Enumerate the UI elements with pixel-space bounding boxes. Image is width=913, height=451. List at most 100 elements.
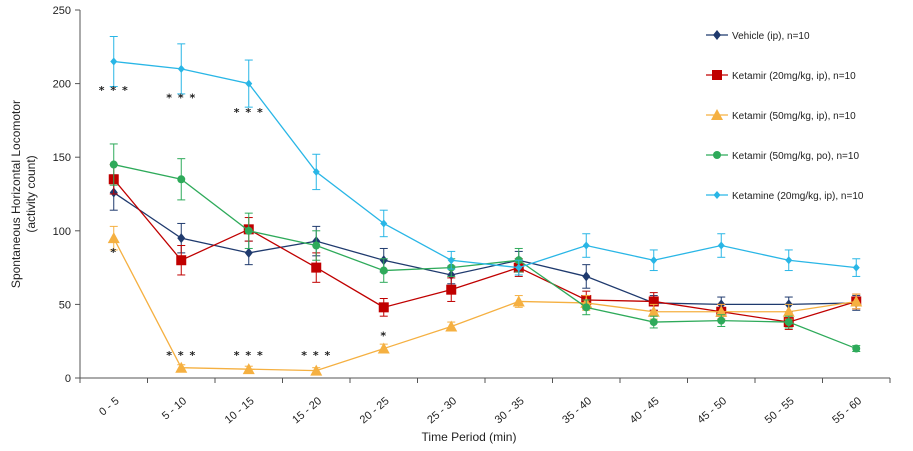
data-point <box>785 256 793 265</box>
data-point <box>311 262 322 273</box>
data-point <box>782 305 795 317</box>
series-line <box>113 60 857 269</box>
significance-marker: * * * <box>234 106 264 119</box>
x-tick-label: 45 - 50 <box>695 395 729 426</box>
legend-label: Ketamir (50mg/kg, po), n=10 <box>732 151 859 162</box>
data-point <box>649 318 658 327</box>
significance-marker: * <box>380 330 387 343</box>
data-point <box>445 320 458 332</box>
y-axis-title-sub: (activity count) <box>24 155 38 232</box>
legend-marker <box>711 109 723 120</box>
legend-label: Ketamir (20mg/kg, ip), n=10 <box>732 71 856 82</box>
x-tick-label: 10 - 15 <box>223 395 257 426</box>
data-point <box>109 160 118 169</box>
data-point <box>852 344 861 353</box>
y-tick-label: 0 <box>65 373 71 385</box>
series-line <box>113 191 857 306</box>
legend-marker <box>713 191 721 199</box>
data-point <box>110 57 118 66</box>
data-point <box>379 266 388 275</box>
data-point <box>177 233 186 244</box>
y-tick-label: 100 <box>53 226 71 238</box>
data-point <box>582 303 591 312</box>
significance-marker: * * * <box>301 349 331 362</box>
data-point <box>377 342 390 354</box>
data-point <box>647 305 660 317</box>
y-tick-label: 50 <box>59 299 71 311</box>
legend-item-4: Ketamir (50mg/kg, po), n=10 <box>706 151 859 162</box>
legend-item-2: Ketamir (20mg/kg, ip), n=10 <box>706 70 856 82</box>
data-point <box>378 302 389 313</box>
data-point <box>176 255 187 266</box>
x-tick-label: 5 - 10 <box>160 395 189 422</box>
significance-annotations: * * * * * * * * * * * * * * * * * * * * <box>99 84 387 362</box>
series-line <box>113 178 857 323</box>
data-point <box>650 256 658 265</box>
legend-label: Ketamine (20mg/kg, ip), n=10 <box>732 191 864 202</box>
significance-marker: * <box>110 246 117 259</box>
x-tick-label: 40 - 45 <box>628 395 662 426</box>
series-4 <box>109 143 861 353</box>
data-point <box>582 271 591 282</box>
x-tick-label: 25 - 30 <box>425 395 459 426</box>
significance-marker: * * * <box>166 349 196 362</box>
legend-marker <box>713 30 721 40</box>
x-tick-label: 50 - 55 <box>763 395 797 426</box>
x-axis-title: Time Period (min) <box>422 430 517 444</box>
x-tick-label: 35 - 40 <box>560 395 594 426</box>
y-axis-title-line2: (activity count) <box>24 155 38 232</box>
data-point <box>380 219 388 228</box>
data-point <box>312 167 320 176</box>
data-point <box>717 316 726 325</box>
legend: Vehicle (ip), n=10 Ketamir (20mg/kg, ip),… <box>706 30 864 202</box>
data-point <box>312 241 321 250</box>
y-tick-label: 200 <box>53 79 71 91</box>
data-point <box>177 64 185 73</box>
x-tick-label: 0 - 5 <box>97 395 122 418</box>
data-point <box>244 226 253 235</box>
data-point <box>582 241 590 250</box>
series-line <box>113 237 857 372</box>
data-point <box>515 263 523 272</box>
legend-marker <box>713 151 721 159</box>
data-point <box>446 284 457 295</box>
y-axis-title: Spontaneous Horizontal Locomotor <box>9 100 23 288</box>
series-3 <box>107 225 863 376</box>
significance-marker: * * * <box>166 91 196 104</box>
x-tick-label: 30 - 35 <box>493 395 527 426</box>
legend-item-5: Ketamine (20mg/kg, ip), n=10 <box>706 191 864 202</box>
y-tick-label: 250 <box>53 5 71 17</box>
data-point <box>850 295 863 307</box>
data-point <box>175 361 188 373</box>
significance-marker: * * * <box>99 84 129 97</box>
x-tick-label: 20 - 25 <box>358 395 392 426</box>
data-point <box>245 79 253 88</box>
y-tick-label: 150 <box>53 152 71 164</box>
series-layer <box>107 35 863 376</box>
data-point <box>784 318 793 327</box>
data-point <box>107 232 120 244</box>
legend-marker <box>712 70 722 80</box>
legend-item-3: Ketamir (50mg/kg, ip), n=10 <box>706 109 856 122</box>
x-tick-label: 15 - 20 <box>290 395 324 426</box>
y-axis-ticks: 0 50 100 150 200 250 <box>53 5 80 385</box>
data-point <box>512 295 525 307</box>
data-point <box>310 364 323 376</box>
legend-label: Vehicle (ip), n=10 <box>732 31 810 42</box>
data-point <box>717 241 725 250</box>
series-5 <box>109 35 861 277</box>
data-point <box>177 175 186 184</box>
data-point <box>715 305 728 317</box>
data-point <box>447 256 455 265</box>
x-axis-ticks: 0 - 5 5 - 10 10 - 15 15 - 20 20 - 25 25 - 30 3… <box>79 378 891 426</box>
data-point <box>242 363 255 375</box>
data-point <box>244 247 253 258</box>
data-point <box>648 296 659 307</box>
legend-item-1: Vehicle (ip), n=10 <box>706 30 810 42</box>
legend-label: Ketamir (50mg/kg, ip), n=10 <box>732 111 856 122</box>
x-tick-label: 55 - 60 <box>830 395 864 426</box>
data-point <box>852 263 860 272</box>
y-axis-title-line1: Spontaneous Horizontal Locomotor <box>9 100 23 288</box>
significance-marker: * * * <box>234 349 264 362</box>
